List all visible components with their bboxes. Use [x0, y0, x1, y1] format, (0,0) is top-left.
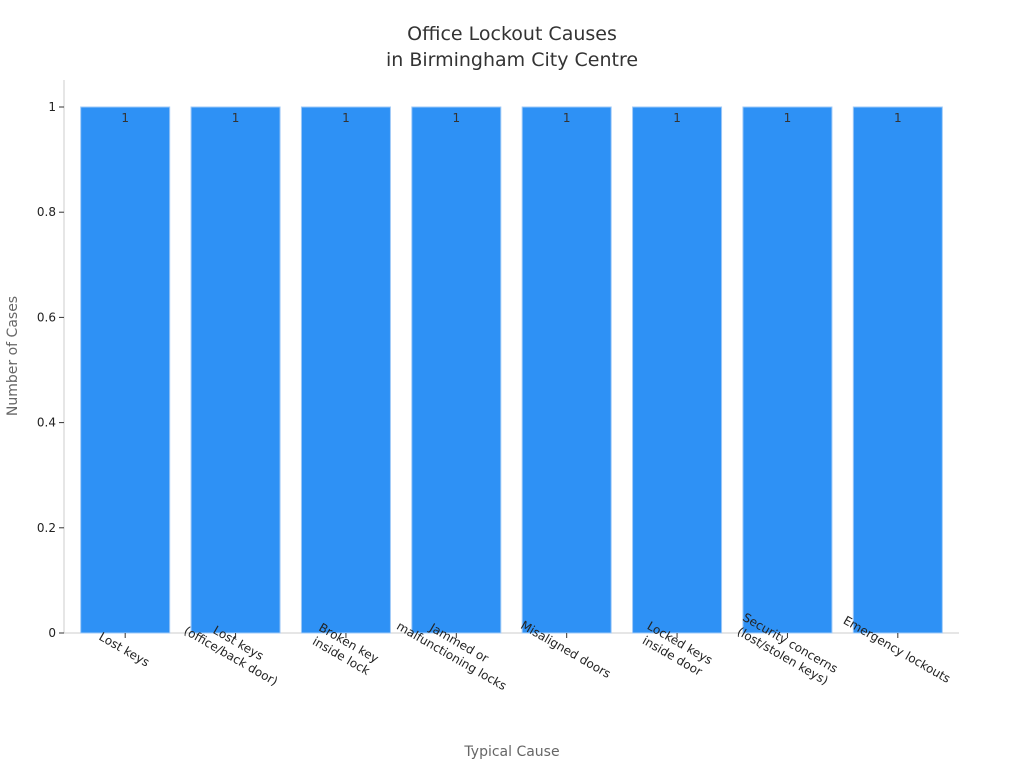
bar-data-label: 1 — [673, 111, 681, 125]
bar — [742, 106, 833, 634]
x-tick-label: Lost keys — [96, 630, 151, 670]
bar-data-label: 1 — [563, 111, 571, 125]
y-tick-label: 0.8 — [37, 205, 56, 219]
y-tick-label: 0 — [48, 626, 56, 640]
bar — [411, 106, 502, 634]
x-tick-label-group: Lost keys — [96, 630, 151, 670]
bar — [521, 106, 612, 634]
bar — [852, 106, 943, 634]
bar-data-label: 1 — [232, 111, 240, 125]
y-tick-label: 0.2 — [37, 521, 56, 535]
bar — [190, 106, 281, 634]
bar-data-label: 1 — [784, 111, 792, 125]
bar-data-label: 1 — [452, 111, 460, 125]
y-axis-title: Number of Cases — [5, 296, 21, 416]
y-tick-label: 1 — [48, 100, 56, 114]
bar — [632, 106, 723, 634]
x-axis-title: Typical Cause — [463, 744, 559, 760]
bar-data-label: 1 — [121, 111, 129, 125]
bar — [300, 106, 391, 634]
bar — [80, 106, 171, 634]
bar-data-label: 1 — [894, 111, 902, 125]
bar-data-label: 1 — [342, 111, 350, 125]
chart-title-line-2: in Birmingham City Centre — [386, 49, 638, 71]
y-tick-label: 0.4 — [37, 416, 56, 430]
y-tick-label: 0.6 — [37, 310, 56, 324]
chart-title-line-1: Office Lockout Causes — [407, 23, 617, 45]
